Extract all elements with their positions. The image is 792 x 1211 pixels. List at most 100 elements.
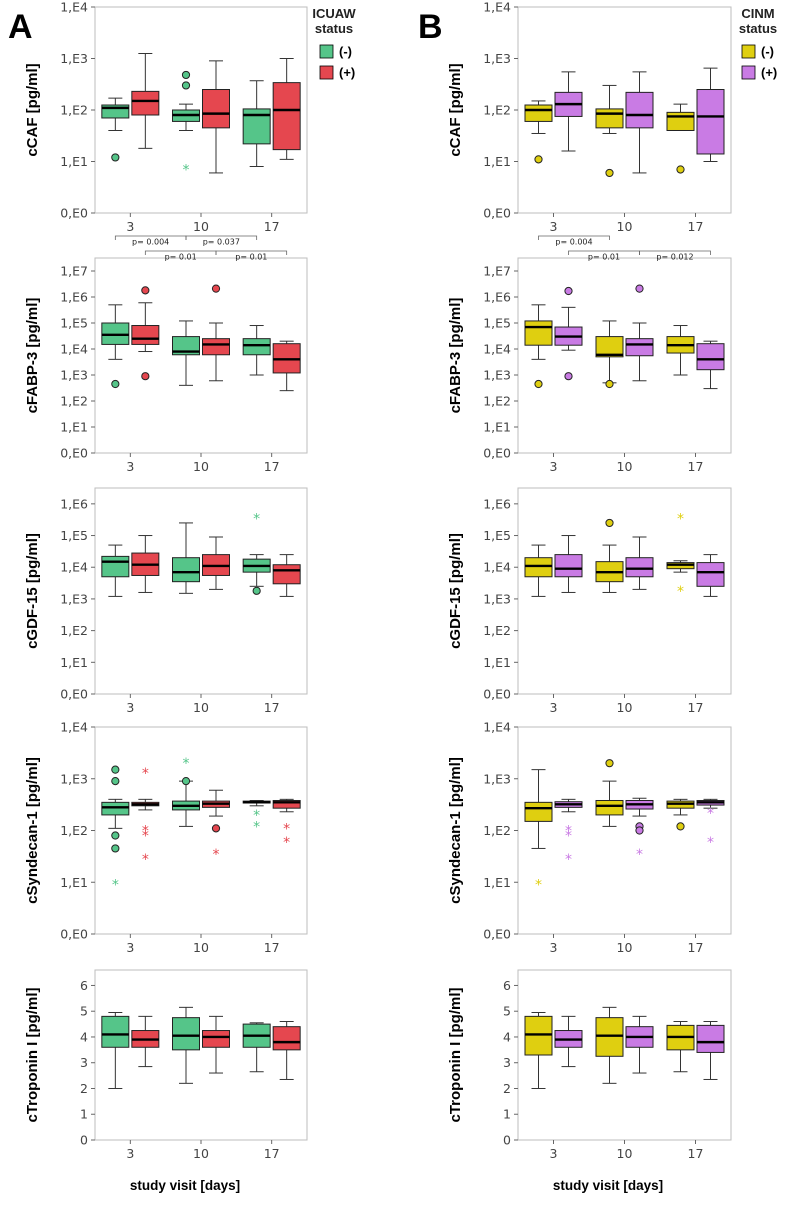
outlier-circle xyxy=(676,165,685,174)
box-neg-day-3 xyxy=(101,97,130,162)
outlier-star: * xyxy=(565,829,572,845)
y-tick-label: 2 xyxy=(80,1081,88,1096)
box-pos-day-10: * xyxy=(202,789,230,863)
outlier-circle xyxy=(141,372,150,381)
box-body xyxy=(524,320,553,346)
y-axis-label: cTroponin I [pg/ml] xyxy=(447,988,464,1123)
box-body xyxy=(595,336,624,358)
box-body xyxy=(595,1017,624,1057)
box-pos-day-17 xyxy=(696,67,725,162)
y-tick-label: 0,E0 xyxy=(60,927,88,942)
outlier-star: * xyxy=(142,852,149,868)
legend-b-swatch-pos xyxy=(741,65,756,80)
x-axis-label-b: study visit [days] xyxy=(553,1178,663,1193)
outlier-circle xyxy=(635,284,644,293)
outlier-circle xyxy=(534,155,543,164)
outlier-circle xyxy=(211,284,221,293)
y-tick-label: 1,E3 xyxy=(60,51,88,66)
y-tick-label: 1,E3 xyxy=(483,51,511,66)
box-body xyxy=(101,801,130,816)
outlier-star: * xyxy=(283,835,290,851)
outlier-circle xyxy=(605,168,614,178)
outlier-star: * xyxy=(677,511,684,527)
box-body xyxy=(625,557,654,578)
significance-bracket: p= 0.01 xyxy=(215,250,288,262)
box-neg-day-10: * xyxy=(172,756,200,827)
chart-b-4: 0 1 2 3 4 5 6 cTroponin I [pg/ml] 3 10 17 xyxy=(447,969,732,1161)
y-tick-label: 0,E0 xyxy=(60,206,88,221)
box-body xyxy=(524,1015,553,1056)
legend-b-title-line2: status xyxy=(739,21,777,36)
box-body xyxy=(554,554,583,578)
box-body xyxy=(131,90,160,116)
bracket-line xyxy=(215,250,288,255)
box-body xyxy=(524,104,553,122)
y-tick-label: 1,E5 xyxy=(483,316,511,331)
outlier-circle xyxy=(534,379,543,389)
outlier-star: * xyxy=(707,835,714,851)
outlier-circle xyxy=(676,822,685,831)
chart-b-1: 0,E0 1,E1 1,E2 1,E3 1,E4 1,E5 1,E6 1,E7 cFABP-3 … xyxy=(447,235,732,474)
p-value-label: p= 0.004 xyxy=(555,238,592,247)
outlier-star: * xyxy=(565,852,572,868)
x-tick-label: 3 xyxy=(126,700,134,715)
box-pos-day-10 xyxy=(625,71,654,174)
box-pos-day-10 xyxy=(202,536,230,590)
box-neg-day-17 xyxy=(242,325,271,376)
y-tick-label: 1,E1 xyxy=(60,154,88,169)
box-pos-day-17 xyxy=(696,554,725,597)
y-tick-label: 0,E0 xyxy=(483,206,511,221)
box-body xyxy=(172,557,200,583)
box-pos-day-10 xyxy=(625,1015,654,1074)
box-body xyxy=(272,82,301,151)
box-pos-day-17 xyxy=(272,58,301,160)
legend-b-label-neg: (-) xyxy=(761,44,774,59)
box-body xyxy=(202,1030,230,1048)
legend-a-title-line1: ICUAW xyxy=(312,6,356,21)
plot-frame xyxy=(517,726,732,935)
box-pos-day-10 xyxy=(625,284,654,382)
box-body xyxy=(524,801,553,822)
p-value-label: p= 0.01 xyxy=(588,253,620,262)
outlier-circle xyxy=(181,70,191,80)
box-pos-day-3 xyxy=(554,1015,583,1068)
box-pos-day-10 xyxy=(202,284,230,382)
y-tick-label: 1,E2 xyxy=(483,823,511,838)
box-pos-day-3 xyxy=(131,53,160,149)
outlier-circle xyxy=(111,777,120,786)
bracket-line xyxy=(538,235,610,240)
legend-b: CINM status (-) (+) xyxy=(739,6,777,80)
y-axis-label: cCAF [pg/ml] xyxy=(447,63,464,156)
outlier-circle xyxy=(141,286,150,295)
y-tick-label: 3 xyxy=(80,1055,88,1070)
legend-a-label-pos: (+) xyxy=(339,65,355,80)
y-tick-label: 1,E3 xyxy=(60,368,88,383)
plot-frame xyxy=(517,487,732,695)
box-neg-day-10 xyxy=(595,518,624,593)
outlier-star: * xyxy=(112,878,119,894)
outlier-circle xyxy=(181,777,191,786)
significance-bracket: p= 0.012 xyxy=(639,250,711,262)
box-neg-day-17 xyxy=(666,798,695,831)
box-body xyxy=(101,1015,130,1048)
box-body xyxy=(595,799,624,816)
outlier-circle xyxy=(111,379,120,389)
y-tick-label: 1,E2 xyxy=(60,623,88,638)
box-pos-day-17 xyxy=(272,554,301,597)
y-axis-label: cSyndecan-1 [pg/ml] xyxy=(24,757,41,904)
outlier-circle xyxy=(605,518,614,528)
x-tick-label: 17 xyxy=(688,700,704,715)
x-tick-label: 3 xyxy=(550,1146,558,1161)
y-tick-label: 1,E5 xyxy=(60,316,88,331)
box-body xyxy=(666,111,695,131)
box-neg-day-10 xyxy=(595,759,624,827)
box-pos-day-17 xyxy=(272,340,301,392)
outlier-star: * xyxy=(677,584,684,600)
box-neg-day-3 xyxy=(524,100,553,164)
box-body xyxy=(272,799,301,809)
box-pos-day-3 xyxy=(131,1015,160,1068)
y-tick-label: 6 xyxy=(80,978,88,993)
legend-b-swatch-neg xyxy=(741,44,756,59)
y-tick-label: 1,E1 xyxy=(483,154,511,169)
outlier-circle xyxy=(605,759,614,768)
